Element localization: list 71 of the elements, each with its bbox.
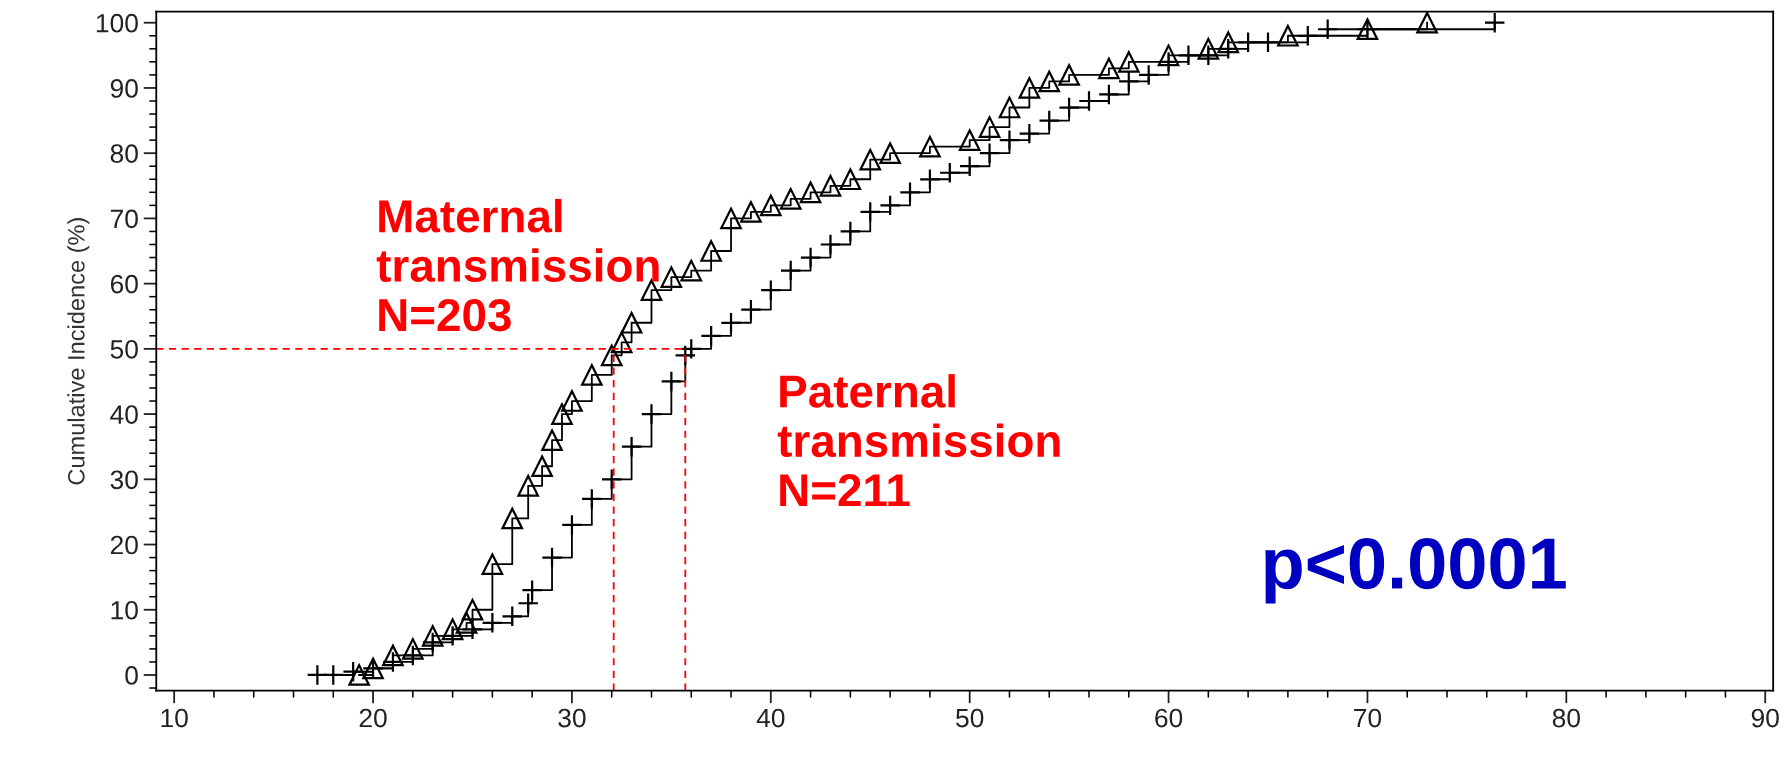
point	[998, 96, 1021, 119]
point	[958, 129, 981, 151]
point	[978, 116, 1001, 138]
y-tick-label: 80	[110, 144, 138, 163]
point	[600, 344, 623, 367]
y-tick-label: 20	[110, 535, 138, 555]
point	[1416, 11, 1438, 34]
y-tick-label: 100	[96, 13, 138, 33]
point	[348, 664, 370, 686]
x-tick-label: 50	[956, 708, 984, 728]
y-tick-label: 30	[110, 470, 138, 490]
x-tick-label: 30	[558, 708, 586, 728]
x-tick-label: 90	[1751, 708, 1779, 728]
point	[680, 259, 703, 282]
x-tick-label: 10	[161, 708, 188, 728]
x-tick-label: 70	[1354, 708, 1382, 728]
point	[481, 553, 504, 575]
annotation: Paternal transmission N=211	[777, 374, 1060, 507]
point	[919, 135, 941, 158]
point	[441, 618, 464, 641]
point	[541, 429, 563, 452]
point	[799, 181, 822, 204]
point	[879, 142, 901, 165]
y-tick-label: 90	[110, 79, 138, 98]
point	[401, 638, 424, 660]
point	[779, 188, 802, 210]
point	[1117, 51, 1140, 73]
x-tick-label: 40	[756, 708, 785, 728]
point	[455, 611, 478, 634]
point	[382, 644, 404, 667]
point	[660, 266, 683, 288]
point	[1038, 70, 1061, 93]
point	[551, 403, 573, 425]
x-tick-label: 80	[1552, 708, 1580, 728]
y-tick-label: 60	[110, 274, 138, 294]
point	[501, 507, 524, 530]
point	[1098, 57, 1120, 80]
y-tick-label: 0	[125, 666, 138, 685]
point	[740, 201, 762, 223]
point	[759, 194, 782, 217]
y-tick-label: 40	[110, 405, 138, 424]
point	[580, 364, 603, 386]
point	[517, 475, 540, 497]
point	[461, 598, 484, 621]
annotation: Maternal transmission N=203	[376, 198, 659, 332]
point	[610, 331, 633, 354]
point	[859, 148, 882, 171]
point	[531, 455, 553, 478]
point	[720, 311, 742, 334]
y-tick-label: 10	[111, 600, 138, 620]
point	[1157, 44, 1180, 67]
point	[421, 625, 444, 647]
point	[899, 181, 921, 204]
point	[1217, 31, 1240, 54]
point	[1018, 77, 1041, 99]
point	[720, 207, 742, 230]
point	[620, 311, 643, 334]
y-tick-label: 50	[110, 339, 138, 359]
point	[700, 240, 722, 262]
y-axis-title: Cumulative Incidence (%)	[67, 218, 90, 485]
annotation: p<0.0001	[1265, 538, 1566, 604]
point	[561, 390, 583, 412]
point	[1277, 24, 1299, 47]
point	[819, 174, 842, 197]
point	[839, 168, 862, 191]
x-tick-label: 60	[1155, 708, 1183, 728]
point	[1058, 64, 1080, 86]
y-tick-label: 70	[110, 209, 138, 229]
point	[541, 546, 563, 569]
point	[1197, 37, 1220, 60]
x-tick-label: 20	[359, 708, 387, 728]
